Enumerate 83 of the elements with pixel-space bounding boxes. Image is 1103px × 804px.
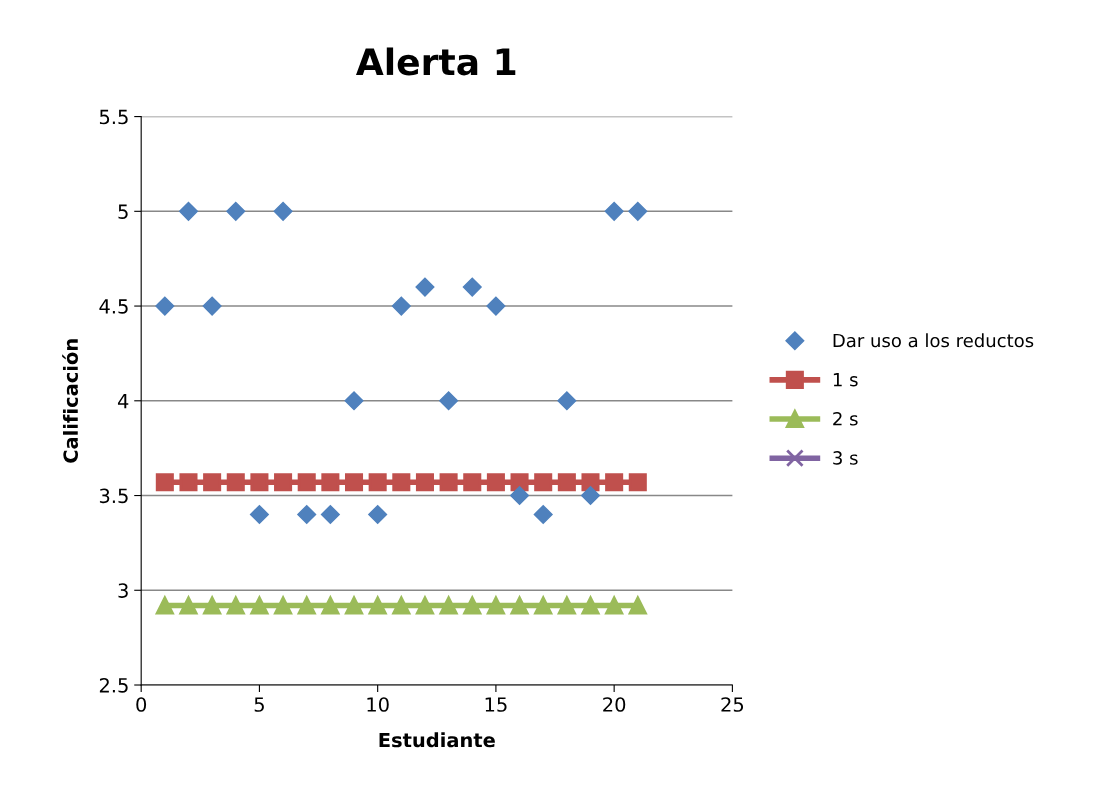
point — [368, 504, 388, 525]
point — [557, 391, 577, 411]
point — [581, 473, 600, 492]
point — [274, 596, 293, 615]
y-tick-label: 5 — [118, 204, 128, 219]
point — [202, 296, 222, 316]
point — [273, 201, 293, 221]
point — [344, 391, 364, 411]
point — [415, 473, 434, 492]
chart-title: Alerta 1 — [355, 47, 516, 76]
point — [557, 473, 576, 492]
point — [604, 201, 624, 221]
point — [155, 596, 174, 615]
point — [628, 201, 648, 221]
x-tick-label: 15 — [485, 697, 507, 712]
point — [605, 596, 624, 615]
point — [415, 596, 434, 615]
point — [155, 296, 175, 316]
point — [581, 596, 600, 615]
point — [297, 504, 317, 525]
y-tick-label: 3 — [118, 583, 128, 598]
point — [320, 504, 340, 525]
point — [226, 473, 245, 492]
x-axis-title: Estudiante — [379, 732, 495, 748]
legend-label: 3 s — [833, 451, 858, 465]
point — [462, 277, 482, 297]
y-tick-label: 4 — [117, 394, 129, 409]
point — [510, 485, 530, 506]
point — [439, 391, 459, 411]
x-tick-label: 5 — [254, 697, 264, 712]
point — [533, 504, 553, 525]
legend-label: Dar uso a los reductos — [833, 333, 1034, 348]
point — [179, 596, 198, 615]
point — [368, 473, 387, 492]
point — [628, 473, 647, 492]
point — [510, 596, 529, 615]
point — [534, 473, 553, 492]
point — [486, 296, 506, 316]
point — [463, 473, 482, 492]
point — [297, 596, 316, 615]
point — [249, 504, 269, 525]
y-tick-label: 4.5 — [99, 299, 128, 314]
x-tick-label: 25 — [721, 697, 744, 712]
point — [557, 596, 576, 615]
point — [344, 596, 364, 615]
point — [439, 473, 458, 492]
point — [155, 473, 174, 492]
x-tick-label: 20 — [603, 697, 626, 712]
point — [391, 296, 411, 316]
point — [392, 596, 411, 615]
point — [297, 473, 316, 492]
point — [439, 596, 458, 615]
y-tick-label: 5.5 — [99, 109, 128, 125]
point — [250, 473, 269, 492]
point — [368, 596, 387, 615]
point — [605, 473, 624, 492]
point — [580, 485, 601, 506]
legend-label: 1 s — [833, 373, 858, 387]
point — [628, 596, 647, 615]
point — [179, 473, 198, 492]
point — [203, 473, 222, 492]
point — [344, 473, 364, 492]
point — [203, 596, 222, 615]
point — [510, 473, 529, 492]
point — [321, 596, 340, 615]
point — [415, 277, 435, 297]
point — [274, 473, 293, 492]
y-tick-label: 3.5 — [99, 488, 128, 504]
point — [392, 473, 411, 492]
point — [226, 596, 245, 615]
x-tick-label: 0 — [136, 697, 147, 712]
y-tick-label: 2.5 — [99, 677, 128, 693]
point — [321, 473, 340, 492]
legend-label: 2 s — [833, 411, 858, 426]
point — [250, 596, 269, 615]
y-axis-title: Calificación — [62, 339, 79, 463]
point — [226, 201, 246, 221]
point — [486, 473, 505, 492]
point — [486, 596, 505, 615]
point — [534, 596, 553, 615]
x-tick-label: 10 — [367, 697, 389, 712]
point — [463, 596, 482, 615]
point — [178, 201, 199, 221]
